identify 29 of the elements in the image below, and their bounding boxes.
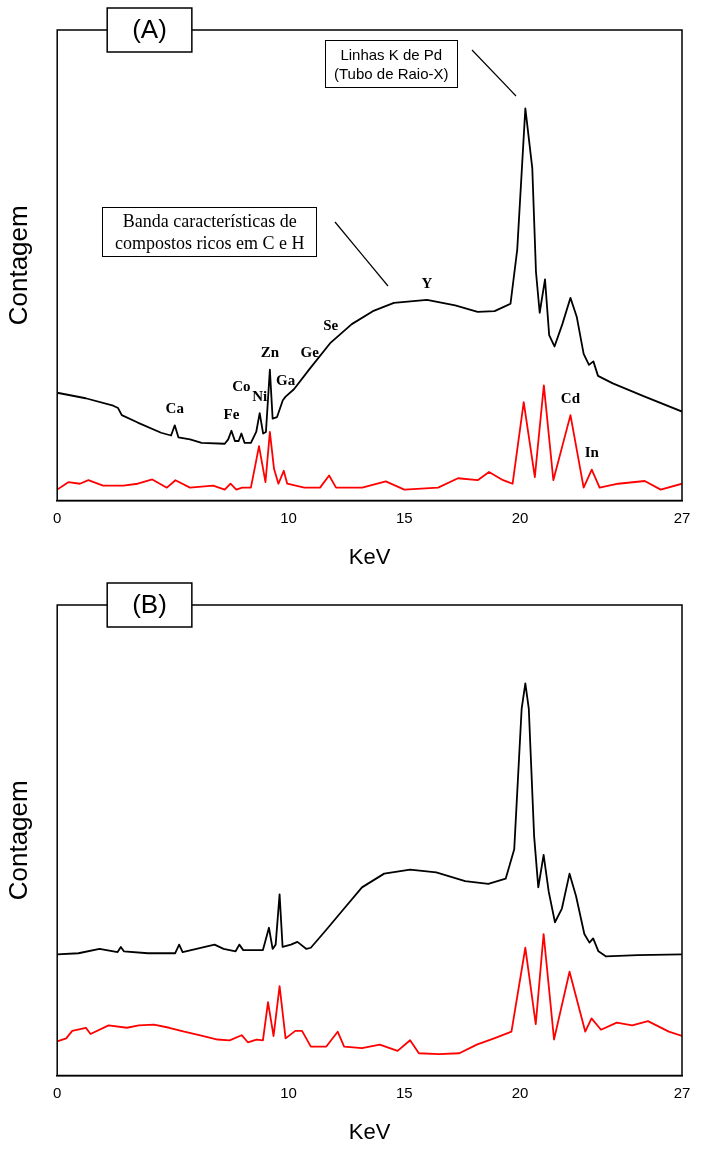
x-tick-label: 27 bbox=[673, 508, 691, 526]
annotation: Ga bbox=[276, 371, 296, 388]
x-tick-label: 0 bbox=[53, 1083, 62, 1101]
annotation: Co bbox=[232, 378, 251, 395]
x-tick-label: 10 bbox=[280, 1083, 297, 1101]
x-tick-label: 20 bbox=[511, 1083, 529, 1101]
annotation: Banda características de compostos ricos em C e H bbox=[102, 207, 318, 257]
x-tick-label: 10 bbox=[280, 508, 297, 526]
chart-title: (B) bbox=[132, 589, 167, 620]
annotation: Ni bbox=[252, 388, 268, 405]
annotation: Se bbox=[323, 317, 339, 334]
chart-title: (A) bbox=[132, 14, 167, 45]
annotation: Cd bbox=[560, 389, 581, 406]
x-tick-label: 27 bbox=[673, 1083, 691, 1101]
x-tick-label: 0 bbox=[53, 508, 62, 526]
annotation: Ca bbox=[165, 400, 185, 417]
annotation: Zn bbox=[260, 344, 280, 361]
x-tick-label: 15 bbox=[395, 508, 413, 526]
text: Linhas K de Pd (Tubo de Raio-X) bbox=[325, 40, 458, 88]
annotation: In bbox=[584, 444, 600, 461]
x-axis-title: KeV bbox=[348, 543, 391, 569]
x-tick-label: 15 bbox=[395, 1083, 413, 1101]
x-axis-title: KeV bbox=[348, 1118, 391, 1144]
y-axis-title: Contagem bbox=[2, 780, 33, 901]
x-tick-label: 20 bbox=[511, 508, 529, 526]
y-axis-title: Contagem bbox=[2, 205, 33, 326]
annotation: Fe bbox=[223, 405, 240, 422]
annotation: Y bbox=[421, 274, 433, 291]
annotation: Ge bbox=[300, 343, 320, 360]
